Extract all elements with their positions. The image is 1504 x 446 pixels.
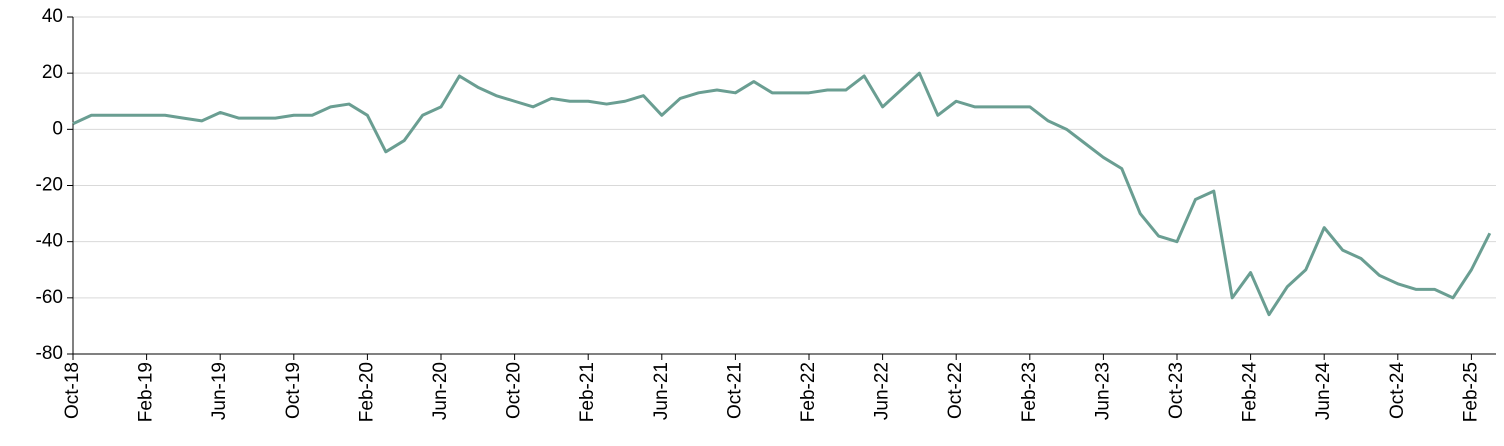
- x-tick-label: Feb-21: [577, 362, 598, 422]
- x-tick-label: Jun-24: [1313, 362, 1334, 421]
- x-tick-label: Feb-20: [356, 362, 377, 422]
- x-tick-label: Oct-21: [724, 362, 745, 419]
- x-tick-label: Oct-20: [504, 362, 525, 419]
- x-tick-label: Oct-23: [1166, 362, 1187, 419]
- x-tick-label: Jun-19: [209, 362, 230, 420]
- x-tick-label: Oct-19: [283, 362, 304, 419]
- x-tick-label: Oct-24: [1387, 362, 1408, 419]
- x-tick-label: Jun-21: [651, 362, 672, 420]
- x-tick-label: Oct-18: [62, 362, 83, 419]
- data-line: [72, 71, 1492, 317]
- y-tick-label: -40: [36, 231, 63, 252]
- x-tick-label: Feb-22: [798, 362, 819, 422]
- y-tick-label: 0: [52, 118, 63, 139]
- x-tick-label: Oct-22: [945, 362, 966, 419]
- y-tick-label: -80: [36, 343, 63, 364]
- y-tick-label: -20: [36, 175, 63, 196]
- y-tick-label: -60: [36, 287, 63, 308]
- y-tick-label: 40: [42, 6, 63, 27]
- y-tick-label: 20: [42, 62, 63, 83]
- x-tick-label: Jun-23: [1092, 362, 1113, 420]
- x-tick-label: Feb-25: [1460, 362, 1481, 422]
- x-tick-label: Jun-20: [430, 362, 451, 420]
- x-tick-label: Feb-19: [136, 362, 157, 422]
- x-tick-label: Jun-22: [872, 362, 893, 420]
- x-tick-label: Feb-23: [1019, 362, 1040, 422]
- x-tick-label: Feb-24: [1240, 362, 1261, 423]
